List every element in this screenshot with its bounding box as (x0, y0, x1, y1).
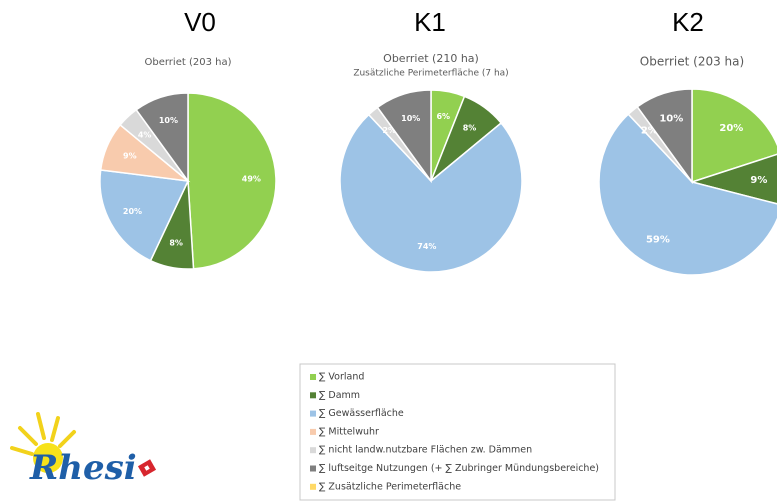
slice-label: 20% (719, 123, 743, 134)
legend-label: ∑ Gewässerfläche (319, 408, 404, 419)
chart-title: K2 (672, 7, 704, 37)
legend-swatch (310, 410, 316, 417)
pie-slice (376, 89, 432, 184)
slice-label: 4% (138, 130, 152, 139)
chart-title: V0 (184, 7, 216, 37)
pie-slice (187, 92, 277, 270)
legend-swatch (310, 428, 316, 435)
pie-slice (339, 113, 523, 273)
legend-swatch (310, 483, 316, 490)
pie-slice (99, 169, 190, 262)
slice-label: 6% (436, 112, 450, 121)
legend-swatch (310, 447, 316, 454)
pie-slice (598, 113, 777, 276)
legend-label: ∑ Mittelwuhr (319, 426, 379, 437)
slice-label: 9% (123, 151, 137, 160)
slice-label: 9% (750, 175, 767, 186)
slice-label: 20% (123, 207, 142, 216)
logo: Rhesi (10, 412, 157, 488)
chart-subtitle: Oberriet (203 ha) (145, 57, 232, 68)
logo-text: Rhesi (29, 448, 137, 488)
chart-subtitle: Oberriet (203 ha) (640, 55, 744, 69)
chart-subtitle: Zusätzliche Perimeterfläche (7 ha) (353, 69, 508, 79)
chart-title: K1 (414, 7, 446, 37)
legend-box (299, 363, 616, 501)
pie-slice (135, 92, 189, 184)
pie-slice (689, 153, 777, 205)
legend-swatch (310, 374, 316, 380)
chart-subtitle: Oberriet (210 ha) (383, 52, 479, 65)
legend-label: ∑ Zusätzliche Perimeterfläche (319, 481, 461, 492)
legend-label: ∑ nicht landw.nutzbare Flächen zw. Dämme… (319, 445, 532, 456)
pie-slice (636, 88, 693, 185)
legend-swatch (310, 465, 316, 472)
legend-label: ∑ luftseitge Nutzungen (+ ∑ Zubringer Mü… (319, 463, 599, 474)
slice-label: 8% (169, 239, 183, 248)
slice-label: 2% (641, 125, 658, 136)
slice-label: 74% (417, 242, 436, 251)
slice-label: 10% (159, 116, 178, 125)
slice-label: 8% (463, 123, 477, 132)
pie-slice (691, 88, 777, 184)
slice-label: 10% (659, 113, 683, 124)
legend-swatch (310, 392, 316, 399)
slice-label: 2% (382, 126, 396, 135)
slice-label: 10% (401, 114, 420, 123)
legend-label: ∑ Damm (319, 390, 360, 401)
legend-label: ∑ Vorland (319, 372, 364, 383)
slice-label: 59% (646, 235, 670, 246)
slice-label: 49% (242, 175, 261, 184)
